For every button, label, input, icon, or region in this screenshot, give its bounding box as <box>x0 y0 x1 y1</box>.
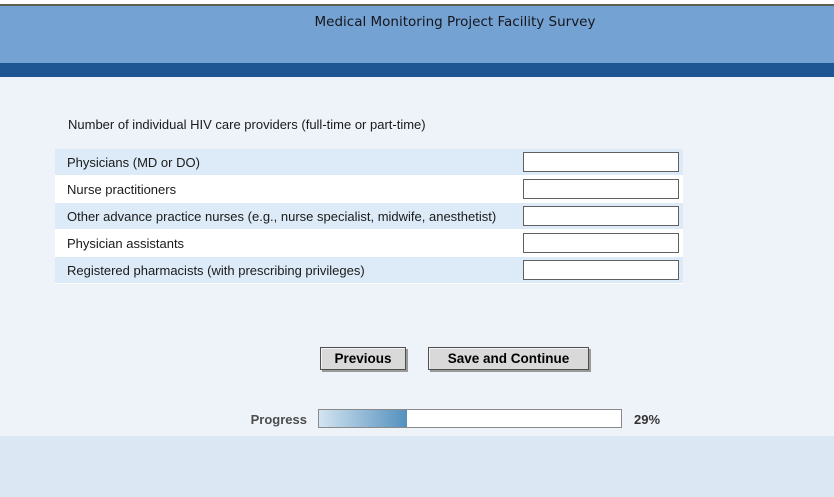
footer-band <box>0 436 834 497</box>
progress-percent: 29% <box>634 412 661 427</box>
row-label-physician-assistants: Physician assistants <box>67 235 185 251</box>
question-text: Number of individual HIV care providers … <box>68 117 426 132</box>
previous-button[interactable]: Previous <box>320 347 406 370</box>
physician-assistants-input[interactable] <box>523 233 679 253</box>
table-row: Registered pharmacists (with prescribing… <box>55 257 683 283</box>
row-label-registered-pharmacists: Registered pharmacists (with prescribing… <box>67 262 365 278</box>
table-row: Physician assistants <box>55 230 683 256</box>
table-row: Nurse practitioners <box>55 176 683 202</box>
row-label-nurse-practitioners: Nurse practitioners <box>67 181 177 197</box>
row-input-cell <box>516 149 683 175</box>
save-and-continue-button[interactable]: Save and Continue <box>428 347 589 370</box>
advance-practice-nurses-input[interactable] <box>523 206 679 226</box>
nurse-practitioners-input[interactable] <box>523 179 679 199</box>
header-accent-bar <box>0 63 834 77</box>
top-divider-line <box>0 4 834 6</box>
table-row: Physicians (MD or DO) <box>55 149 683 175</box>
row-input-cell <box>516 203 683 229</box>
progress-label: Progress <box>250 412 307 427</box>
row-input-cell <box>516 230 683 256</box>
row-input-cell <box>516 176 683 202</box>
progress-bar <box>318 409 622 428</box>
page-title: Medical Monitoring Project Facility Surv… <box>314 14 596 30</box>
header: Medical Monitoring Project Facility Surv… <box>0 6 834 63</box>
row-input-cell <box>516 257 683 283</box>
physicians-input[interactable] <box>523 152 679 172</box>
progress-bar-fill <box>319 410 407 427</box>
top-white-strip <box>0 0 834 4</box>
registered-pharmacists-input[interactable] <box>523 260 679 280</box>
row-label-advance-practice-nurses: Other advance practice nurses (e.g., nur… <box>67 208 497 224</box>
table-row: Other advance practice nurses (e.g., nur… <box>55 203 683 229</box>
providers-table: Physicians (MD or DO) Nurse practitioner… <box>55 149 683 284</box>
row-label-physicians: Physicians (MD or DO) <box>67 154 200 170</box>
